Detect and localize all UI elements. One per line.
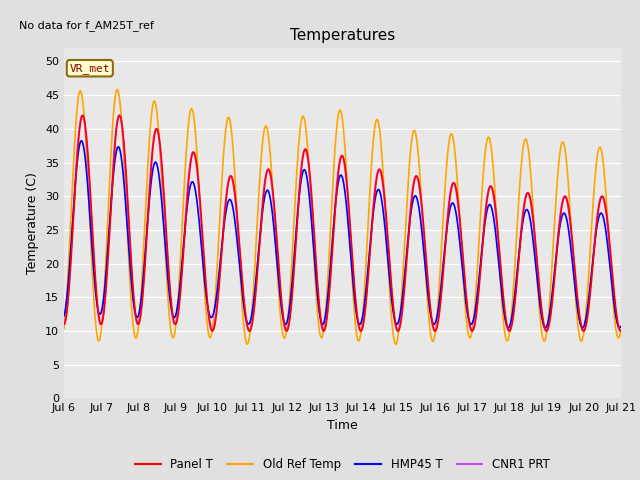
Y-axis label: Temperature (C): Temperature (C): [26, 172, 40, 274]
X-axis label: Time: Time: [327, 419, 358, 432]
Text: No data for f_AM25T_ref: No data for f_AM25T_ref: [19, 20, 154, 31]
Title: Temperatures: Temperatures: [290, 28, 395, 43]
Legend: Panel T, Old Ref Temp, HMP45 T, CNR1 PRT: Panel T, Old Ref Temp, HMP45 T, CNR1 PRT: [131, 453, 554, 476]
Text: VR_met: VR_met: [70, 63, 110, 74]
